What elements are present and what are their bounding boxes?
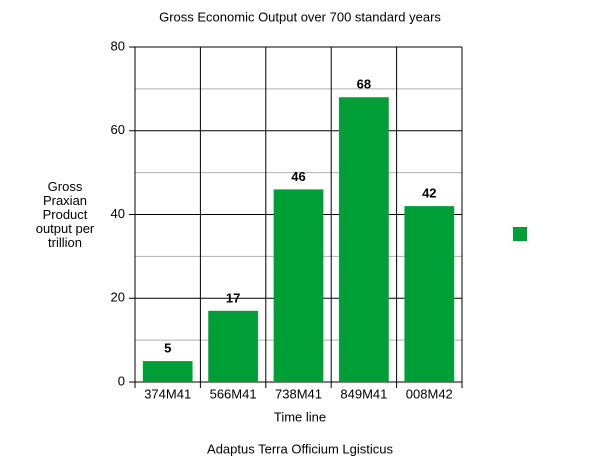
data-label: 42 [422, 186, 436, 201]
y-tick-label: 80 [111, 38, 125, 53]
y-axis-label: Gross Praxian Product output per trillio… [35, 179, 95, 250]
bar [339, 97, 389, 382]
bar [142, 361, 193, 382]
y-tick-label: 0 [118, 373, 125, 388]
y-tick-label: 60 [111, 122, 125, 137]
bar [208, 310, 258, 382]
bar [273, 189, 324, 382]
x-tick-label: 566M41 [210, 386, 257, 401]
x-tick-label: 849M41 [340, 386, 387, 401]
footer: Adaptus Terra Officium Lgisticus [207, 441, 393, 456]
data-label: 68 [357, 77, 371, 92]
chart-title: Gross Economic Output over 700 standard … [159, 9, 441, 24]
data-label: 46 [291, 169, 305, 184]
legend-swatch [513, 227, 527, 241]
x-tick-label: 008M42 [406, 386, 453, 401]
x-axis-label: Time line [274, 409, 326, 424]
y-tick-label: 40 [111, 206, 125, 221]
x-tick-label: 738M41 [275, 386, 322, 401]
y-tick-label: 20 [111, 290, 125, 305]
bar [404, 206, 455, 382]
data-label: 17 [226, 290, 240, 305]
data-label: 5 [164, 341, 171, 356]
x-tick-label: 374M41 [144, 386, 191, 401]
